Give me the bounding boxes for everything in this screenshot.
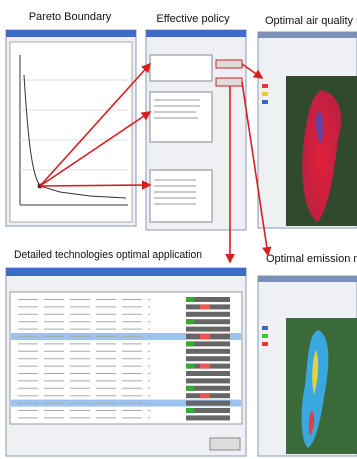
- row-bar: [186, 415, 230, 420]
- row-bar: [186, 401, 230, 406]
- row-bar: [186, 386, 194, 391]
- emission-map-window: [258, 276, 357, 456]
- table-window: [6, 268, 246, 456]
- button[interactable]: [216, 78, 242, 86]
- air-map-window: [258, 32, 357, 228]
- row-bar: [186, 356, 230, 361]
- row-bar: [200, 334, 210, 339]
- panel-title: Optimal emission map: [266, 253, 357, 265]
- button[interactable]: [210, 438, 240, 450]
- row-bar: [186, 371, 230, 376]
- row-bar: [186, 349, 230, 354]
- row-bar: [186, 408, 194, 413]
- row-bar: [186, 341, 194, 346]
- panel-title: Detailed technologies optimal applicatio…: [14, 249, 202, 261]
- row-bar: [200, 304, 210, 309]
- row-bar: [186, 297, 194, 302]
- panel-title: Optimal air quality map: [265, 15, 357, 27]
- panel-title: Pareto Boundary: [29, 11, 112, 23]
- policy-window: [146, 30, 246, 230]
- figure: Pareto Boundary Effective policy Optimal…: [0, 0, 357, 459]
- row-bar: [200, 393, 210, 398]
- row-bar: [186, 312, 230, 317]
- row-bar: [186, 319, 194, 324]
- button[interactable]: [216, 60, 242, 68]
- row-bar: [186, 378, 230, 383]
- panel-title: Effective policy: [156, 13, 230, 25]
- row-bar: [186, 327, 230, 332]
- pareto-window: [6, 30, 136, 226]
- row-bar: [200, 364, 210, 369]
- row-bar: [186, 364, 194, 369]
